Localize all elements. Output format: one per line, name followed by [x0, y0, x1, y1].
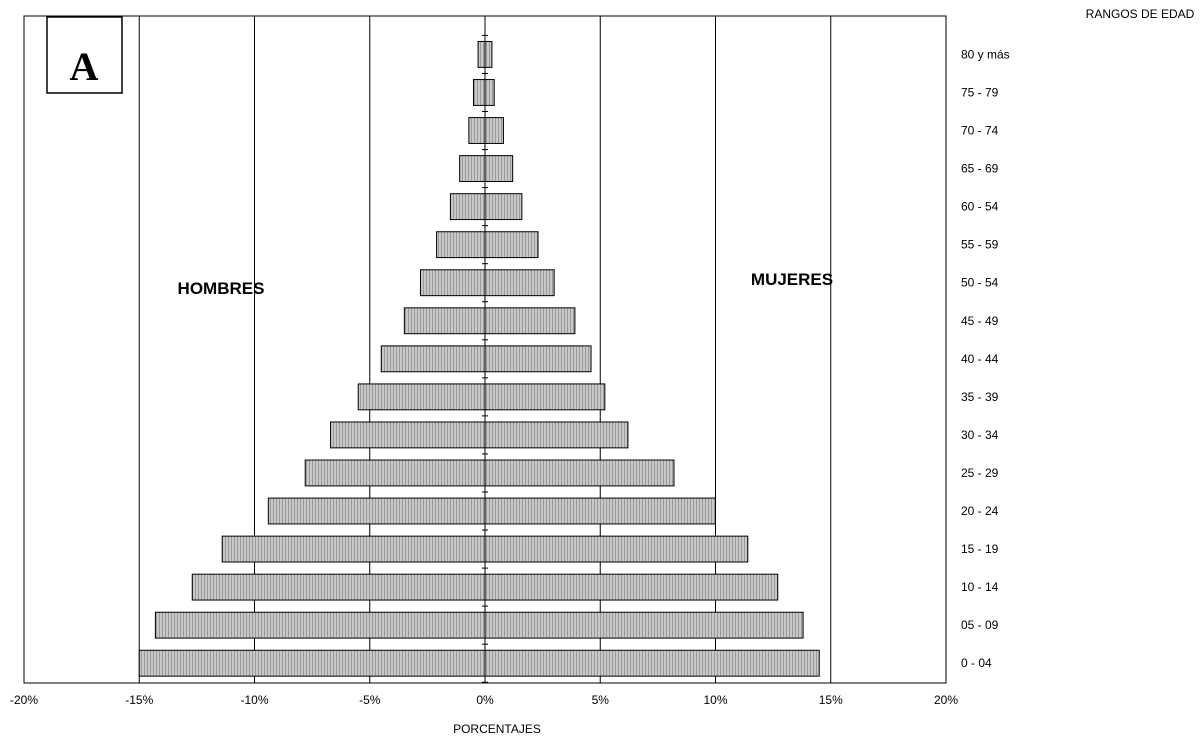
age-label: 05 - 09 [961, 618, 999, 632]
bar-hombres [468, 117, 486, 144]
x-tick-label: 0% [476, 693, 494, 707]
bar-mujeres [484, 573, 779, 601]
age-label: 40 - 44 [961, 352, 999, 366]
bar-hombres [138, 649, 486, 677]
x-tick-label: 10% [703, 693, 727, 707]
x-axis-title: PORCENTAJES [453, 722, 541, 736]
series-label-mujeres: MUJERES [751, 270, 833, 289]
grid-lines [138, 16, 832, 683]
bar-hombres [221, 535, 486, 563]
x-tick-labels: -20% -15% -10% -5% 0% 5% 10% 15% 20% [10, 693, 958, 707]
bar-mujeres [484, 459, 675, 487]
bar-mujeres [484, 535, 749, 563]
bar-hombres [436, 231, 486, 259]
age-label: 60 - 54 [961, 200, 999, 214]
panel-label: A [70, 44, 99, 89]
age-label: 35 - 39 [961, 390, 999, 404]
age-label: 80 y más [961, 47, 1010, 61]
bar-hombres [191, 573, 486, 601]
age-label: 55 - 59 [961, 238, 999, 252]
bar-hombres [472, 79, 486, 106]
bar-hombres [477, 40, 486, 68]
panel-label-box: A [46, 16, 123, 94]
bars [138, 40, 820, 677]
bar-hombres [267, 497, 486, 525]
bar-mujeres [484, 155, 514, 183]
age-label: 20 - 24 [961, 504, 999, 518]
age-label: 45 - 49 [961, 314, 999, 328]
x-tick-label: -15% [125, 693, 153, 707]
bar-hombres [380, 345, 486, 373]
bar-mujeres [484, 383, 606, 411]
x-tick-label: -10% [240, 693, 268, 707]
age-label: 0 - 04 [961, 656, 992, 670]
age-label: 10 - 14 [961, 580, 999, 594]
bar-hombres [357, 383, 486, 411]
bar-mujeres [484, 345, 592, 373]
bar-hombres [304, 459, 486, 487]
bar-hombres [459, 155, 486, 183]
bar-mujeres [484, 231, 539, 259]
bar-mujeres [484, 497, 716, 525]
x-tick-label: 15% [819, 693, 843, 707]
bar-hombres [403, 307, 486, 335]
age-label: 30 - 34 [961, 428, 999, 442]
x-tick-label: 5% [592, 693, 610, 707]
bar-hombres [449, 193, 486, 221]
bar-mujeres [484, 117, 504, 144]
age-label: 25 - 29 [961, 466, 999, 480]
age-label: 75 - 79 [961, 85, 999, 99]
bar-mujeres [484, 193, 523, 221]
bar-mujeres [484, 307, 576, 335]
x-tick-label: 20% [934, 693, 958, 707]
x-tick-label: -20% [10, 693, 38, 707]
bar-hombres [330, 421, 486, 449]
age-label: 65 - 69 [961, 162, 999, 176]
bar-mujeres [484, 649, 820, 677]
bar-mujeres [484, 611, 804, 639]
age-label: 15 - 19 [961, 542, 999, 556]
series-label-hombres: HOMBRES [178, 279, 265, 298]
bar-mujeres [484, 40, 493, 68]
bar-mujeres [484, 421, 629, 449]
x-tick-label: -5% [359, 693, 381, 707]
center-axis [482, 16, 488, 683]
bar-hombres [154, 611, 486, 639]
y-axis-title: RANGOS DE EDAD [1086, 7, 1195, 21]
bar-hombres [419, 269, 486, 297]
bar-mujeres [484, 269, 555, 297]
age-label: 70 - 74 [961, 124, 999, 138]
age-label: 50 - 54 [961, 276, 999, 290]
bar-mujeres [484, 79, 495, 106]
age-labels: 0 - 04 05 - 09 10 - 14 15 - 19 20 - 24 25 - 2… [961, 47, 1010, 670]
